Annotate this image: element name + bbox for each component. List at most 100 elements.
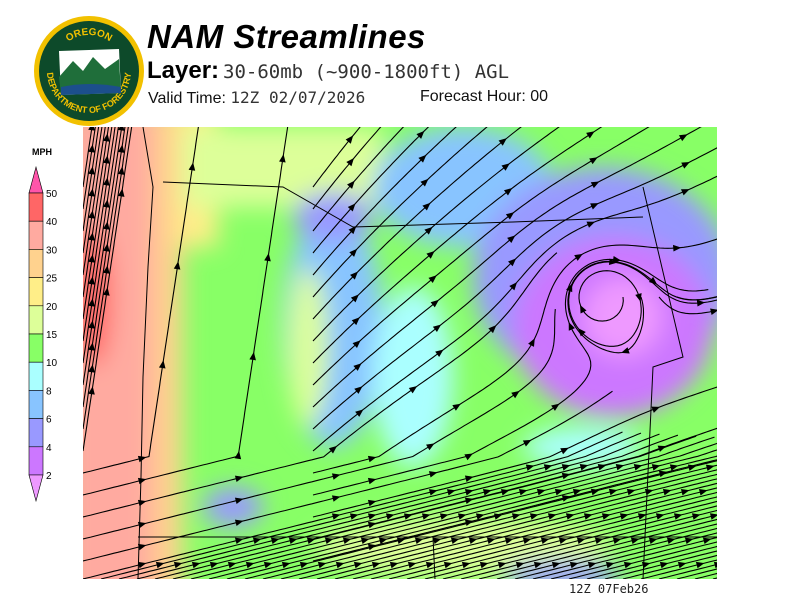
legend-level-label: 25 [46,274,58,285]
streamline-arrow [349,248,358,257]
streamline-arrow [561,495,571,502]
streamline-arrow [324,537,334,545]
streamline-arrow [666,537,676,545]
streamline [658,563,717,579]
legend-unit: MPH [32,147,52,157]
streamline-arrow [249,351,256,361]
streamlines [83,127,717,579]
streamline-arrow [655,513,665,520]
streamline-arrow [188,162,196,171]
streamline-arrow [518,488,528,496]
streamline-arrow [345,135,354,144]
streamline-arrow [590,181,600,189]
streamline-arrow [331,473,341,480]
streamline-arrow [461,561,471,569]
streamline [226,455,717,579]
streamline-arrow [515,561,525,569]
legend-swatch-8_10 [28,361,44,391]
streamline-arrow [551,403,560,411]
streamline-arrow [507,235,516,244]
streamline-arrow [173,561,183,569]
streamline-arrow [623,561,633,569]
streamline-arrow [88,127,95,131]
streamline-arrow [605,561,615,569]
streamline [312,127,361,188]
legend-swatch-4_6 [28,418,44,448]
streamline-arrow [430,299,439,308]
streamline-arrow [464,489,474,496]
wind-speed-field [83,127,717,579]
streamline-arrow [630,537,640,545]
streamline-arrow [428,275,437,283]
streamline-arrow [355,409,364,417]
oregon-department-of-forestry-logo: OREGON DEPARTMENT OF FORESTRY [34,16,144,126]
streamline-arrow [698,488,708,496]
streamline-arrow [637,513,647,520]
streamline-arrow [608,488,618,496]
streamline [83,127,110,298]
streamline-arrow [626,488,636,496]
streamline [622,554,717,579]
streamline-arrow [317,561,327,569]
streamline-arrow [435,349,444,357]
legend-level-label: 30 [46,245,58,256]
layer-value: 30-60mb (~900-1800ft) AGL [223,61,510,83]
streamline-arrow [509,282,518,291]
streamline [262,464,717,579]
streamline-arrow [234,519,244,527]
streamline-arrow [234,475,244,483]
streamline-arrow [590,203,599,210]
streamline-arrow [677,561,687,569]
streamline-arrow [678,134,688,142]
streamline-arrow [367,513,377,520]
streamline-arrow [452,403,461,411]
streamline-arrow [227,561,237,569]
streamline-arrow [234,450,242,460]
streamline-arrow [464,519,474,527]
legend-level-label: 4 [46,443,52,454]
streamline-arrow [352,340,361,349]
streamline [334,482,717,579]
streamline [83,127,100,232]
streamline-arrow [572,488,582,496]
streamline-arrow [137,561,147,569]
streamline-arrow [103,155,110,164]
streamline-arrow [475,513,485,520]
streamline-arrow [684,537,694,545]
streamline-arrow [568,322,575,331]
streamline [280,469,717,579]
streamline-arrow [347,203,356,212]
streamline-arrow [426,443,435,451]
streamline [568,541,717,579]
legend-swatch-40_50 [28,192,44,222]
streamline-arrow [554,488,564,496]
streamline [83,309,556,540]
streamline [676,568,717,579]
streamline-arrow [353,363,362,371]
streamline-arrow [659,561,669,569]
streamline [83,127,123,386]
streamline-arrow [533,561,543,569]
streamline [83,127,129,430]
streamline-arrow [695,561,705,569]
streamline-arrow [558,537,568,545]
streamline-arrow [648,276,658,285]
streamline-arrow [421,513,431,520]
streamline-arrow [103,243,110,252]
streamline [312,175,717,452]
streamline-arrow [350,294,359,303]
valid-time: Valid Time: 12Z 02/07/2026 [148,88,365,108]
streamline-arrow [414,537,424,545]
streamline-arrow [279,154,286,163]
streamline-arrow [540,537,550,545]
legend-level-label: 40 [46,217,58,228]
streamline-arrow [353,561,363,569]
streamline [568,261,717,347]
streamline-arrow [594,537,604,545]
streamline-arrow [468,537,478,545]
streamline-arrow [680,488,690,496]
forecast-hour: Forecast Hour: 00 [420,88,548,106]
streamline [312,459,717,562]
legend-swatch-30_40 [28,220,44,250]
streamline-arrow [234,497,244,505]
